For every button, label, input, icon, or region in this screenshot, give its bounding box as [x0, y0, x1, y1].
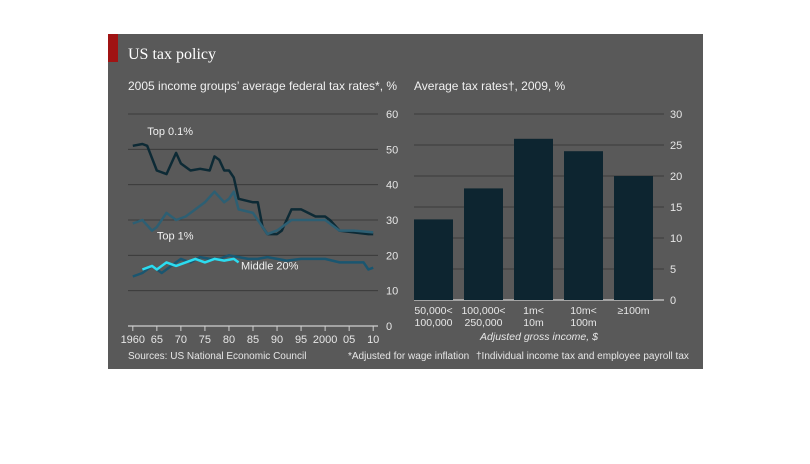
right-y-tick-label: 25: [670, 140, 682, 152]
bar-category-label: ≥100m: [617, 305, 649, 317]
left-y-tick-label: 20: [386, 250, 398, 262]
series-label: Top 1%: [157, 230, 194, 242]
line-series-top-1-: [132, 190, 374, 236]
line-series-top-0-1-: [132, 142, 374, 236]
bar-category-label: 100m: [570, 317, 597, 329]
left-x-tick-label: 2000: [313, 334, 337, 346]
bar: [414, 219, 453, 300]
left-chart-title: 2005 income groups’ average federal tax …: [128, 79, 398, 93]
left-y-tick-label: 30: [386, 215, 398, 227]
left-x-tick-label: 10: [367, 334, 379, 346]
right-y-tick-label: 0: [670, 295, 676, 307]
bar-category-label: 250,000: [465, 317, 503, 329]
bar: [464, 188, 503, 300]
sources-note: Sources: US National Economic Council: [128, 351, 307, 362]
bar-category-label: 50,000<: [414, 305, 452, 317]
right-x-axis-title: Adjusted gross income, $: [479, 331, 598, 343]
left-x-tick-label: 70: [175, 334, 187, 346]
left-x-tick-label: 85: [247, 334, 259, 346]
left-x-tick-label: 75: [199, 334, 211, 346]
right-y-tick-label: 15: [670, 202, 682, 214]
brand-accent-bar: [108, 34, 118, 62]
line-series-highlight-3: [141, 257, 240, 271]
left-x-tick-label: 65: [151, 334, 163, 346]
bar-category-label: 10m: [523, 317, 544, 329]
series-label: Middle 20%: [241, 260, 299, 272]
right-y-tick-label: 5: [670, 264, 676, 276]
right-y-tick-label: 30: [670, 109, 682, 121]
left-x-tick-label: 1960: [121, 334, 145, 346]
left-y-tick-label: 50: [386, 144, 398, 156]
bar-category-label: 100,000: [415, 317, 453, 329]
bar-category-label: 1m<: [523, 305, 544, 317]
left-y-tick-label: 60: [386, 109, 398, 121]
series-label: Top 0.1%: [147, 126, 193, 138]
left-y-tick-label: 10: [386, 286, 398, 298]
tax-type-note: †Individual income tax and employee payr…: [476, 351, 689, 362]
bar: [614, 176, 653, 300]
right-y-tick-label: 20: [670, 171, 682, 183]
left-x-tick-label: 05: [343, 334, 355, 346]
right-chart-title: Average tax rates†, 2009, %: [414, 79, 566, 93]
bar-category-label: 100,000<: [461, 305, 505, 317]
bar-category-label: 10m<: [570, 305, 597, 317]
left-x-tick-label: 95: [295, 334, 307, 346]
bar: [514, 138, 553, 300]
wage-inflation-note: *Adjusted for wage inflation: [348, 351, 470, 362]
left-x-tick-label: 90: [271, 334, 283, 346]
left-y-tick-label: 40: [386, 180, 398, 192]
right-y-tick-label: 10: [670, 233, 682, 245]
left-y-tick-label: 0: [386, 321, 392, 333]
left-x-tick-label: 80: [223, 334, 235, 346]
page-title: US tax policy: [128, 46, 216, 63]
line-series-middle-20-: [132, 254, 374, 278]
bar: [564, 151, 603, 300]
